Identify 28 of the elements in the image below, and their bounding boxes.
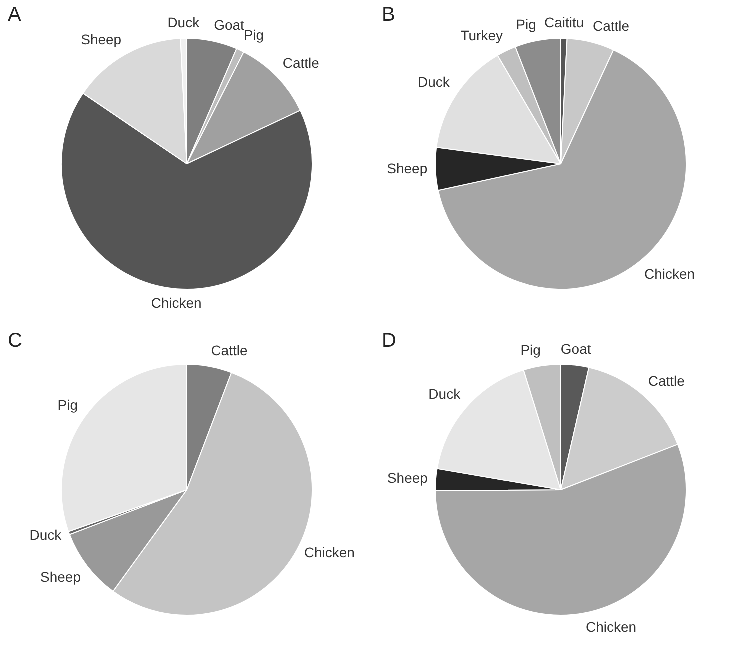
slice-label: Duck (418, 74, 451, 90)
slice-label: Sheep (81, 31, 122, 48)
chart-title: C (8, 330, 22, 353)
slice-label: Chicken (151, 294, 202, 311)
slice-label: Turkey (460, 28, 504, 44)
slice-label: Duck (168, 14, 201, 30)
slice-label: Sheep (387, 470, 428, 486)
slice-label: Sheep (387, 160, 428, 176)
slice-label: Chicken (644, 266, 696, 282)
slice-label: Goat (214, 17, 245, 34)
slice-label: Cattle (211, 342, 248, 359)
slice-label: Chicken (304, 544, 355, 560)
slice-label: Pig (244, 27, 264, 44)
slice-label: Duck (428, 386, 462, 402)
slice-label: Caititu (544, 14, 584, 30)
slice-label: Pig (58, 396, 78, 413)
slice-label: Cattle (648, 372, 686, 389)
slice-label: Sheep (40, 569, 82, 586)
chart-title: D (382, 330, 396, 353)
slice-label: Goat (560, 341, 592, 358)
slice-label: Pig (516, 16, 536, 33)
chart-title: A (8, 4, 22, 27)
slice-label: Pig (520, 342, 541, 358)
slice-label: Cattle (592, 18, 630, 34)
slice-label: Chicken (586, 618, 637, 635)
slice-label: Duck (30, 526, 63, 543)
chart-title: B (382, 4, 396, 27)
slice-label: Cattle (282, 54, 320, 71)
